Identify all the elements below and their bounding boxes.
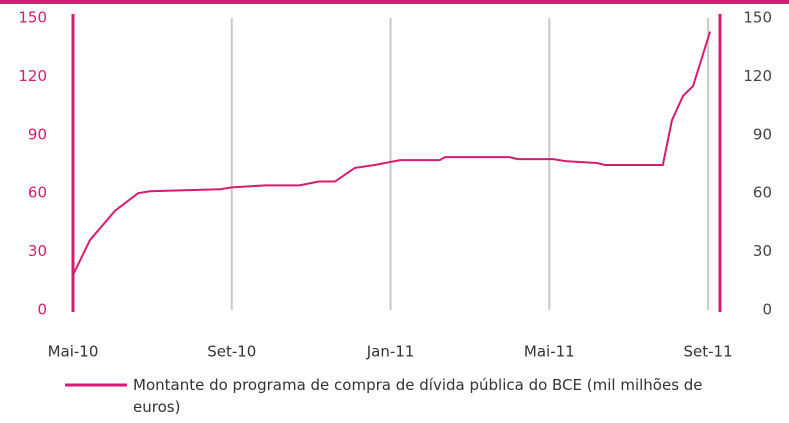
data-line <box>72 31 712 276</box>
x-tick-label: Set-11 <box>684 343 733 361</box>
y2-tick-label: 0 <box>762 301 772 319</box>
y-tick-label: 60 <box>28 184 47 202</box>
y-tick-label: 150 <box>18 9 47 27</box>
y-tick-label: 90 <box>28 125 47 143</box>
y-tick-label: 120 <box>18 67 47 85</box>
y2-tick-label: 150 <box>743 9 772 27</box>
y2-tick-label: 30 <box>753 242 772 260</box>
y2-tick-label: 90 <box>753 125 772 143</box>
x-tick-label: Mai-11 <box>524 343 575 361</box>
y2-tick-label: 60 <box>753 184 772 202</box>
top-border <box>0 0 789 4</box>
x-tick-label: Set-10 <box>207 343 256 361</box>
y-tick-label: 0 <box>37 301 47 319</box>
legend-label: Montante do programa de compra de dívida… <box>133 376 703 416</box>
y-tick-label: 30 <box>28 242 47 260</box>
x-tick-label: Jan-11 <box>366 343 415 361</box>
y2-tick-label: 120 <box>743 67 772 85</box>
x-tick-label: Mai-10 <box>48 343 99 361</box>
